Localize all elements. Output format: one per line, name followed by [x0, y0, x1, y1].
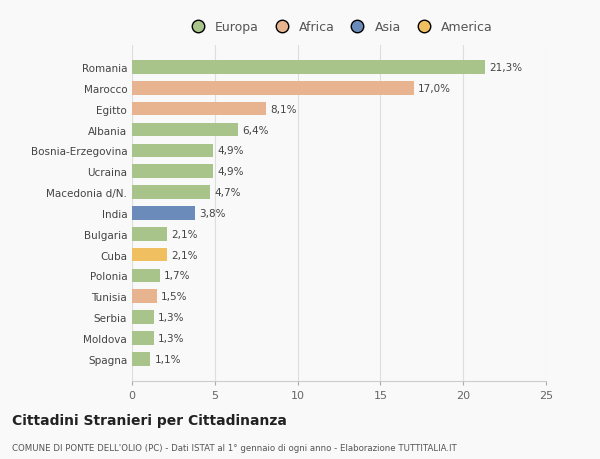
Text: 1,3%: 1,3% — [158, 313, 184, 322]
Text: 1,5%: 1,5% — [161, 291, 187, 302]
Bar — [132, 82, 413, 95]
Bar — [132, 290, 157, 303]
Bar — [132, 207, 195, 220]
Text: 6,4%: 6,4% — [242, 125, 269, 135]
Bar — [132, 186, 210, 199]
Bar — [132, 352, 150, 366]
Text: COMUNE DI PONTE DELL'OLIO (PC) - Dati ISTAT al 1° gennaio di ogni anno - Elabora: COMUNE DI PONTE DELL'OLIO (PC) - Dati IS… — [12, 443, 457, 452]
Bar — [132, 248, 167, 262]
Bar — [132, 228, 167, 241]
Bar — [132, 269, 160, 283]
Bar — [132, 61, 485, 75]
Text: 1,7%: 1,7% — [164, 271, 191, 281]
Bar — [132, 144, 213, 158]
Bar — [132, 331, 154, 345]
Text: Cittadini Stranieri per Cittadinanza: Cittadini Stranieri per Cittadinanza — [12, 414, 287, 428]
Text: 2,1%: 2,1% — [171, 229, 197, 239]
Bar — [132, 311, 154, 324]
Bar — [132, 165, 213, 179]
Bar — [132, 123, 238, 137]
Text: 3,8%: 3,8% — [199, 208, 226, 218]
Text: 4,9%: 4,9% — [217, 146, 244, 156]
Text: 2,1%: 2,1% — [171, 250, 197, 260]
Text: 1,3%: 1,3% — [158, 333, 184, 343]
Text: 21,3%: 21,3% — [489, 63, 522, 73]
Legend: Europa, Africa, Asia, America: Europa, Africa, Asia, America — [182, 19, 496, 37]
Text: 4,9%: 4,9% — [217, 167, 244, 177]
Text: 17,0%: 17,0% — [418, 84, 451, 94]
Text: 1,1%: 1,1% — [154, 354, 181, 364]
Text: 8,1%: 8,1% — [270, 105, 297, 114]
Bar — [132, 103, 266, 116]
Text: 4,7%: 4,7% — [214, 188, 241, 198]
